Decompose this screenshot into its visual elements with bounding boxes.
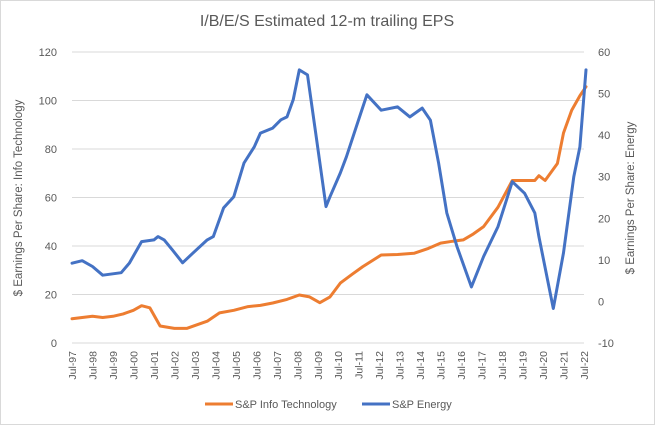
y-tick-label: 0 [51, 338, 57, 350]
y2-tick-label: 0 [598, 296, 604, 308]
legend-label: S&P Energy [392, 399, 452, 411]
x-tick-label: Jul-09 [313, 351, 325, 380]
series-lines [70, 68, 588, 330]
series-line-s-p-energy [70, 68, 588, 310]
x-tick-label: Jul-14 [415, 351, 427, 380]
x-tick-label: Jul-13 [395, 351, 407, 380]
y2-tick-label: 60 [598, 47, 610, 59]
right-axis-ticks: -10 0 10 20 30 40 50 60 [598, 47, 614, 350]
y-tick-label: 20 [45, 290, 57, 302]
x-tick-label: Jul-03 [190, 351, 202, 380]
y2-tick-label: 20 [598, 213, 610, 225]
legend-label: S&P Info Technology [235, 399, 337, 411]
x-axis-ticks: Jul-97 Jul-98 Jul-99 Jul-00 Jul-01 Jul-02 Jul-… [67, 351, 591, 380]
y2-tick-label: 10 [598, 255, 610, 267]
right-axis-title: $ Earnings Per Share: Energy [625, 121, 637, 274]
x-tick-label: Jul-15 [436, 351, 448, 380]
x-tick-label: Jul-12 [374, 351, 386, 380]
x-tick-label: Jul-16 [456, 351, 468, 380]
x-tick-label: Jul-04 [210, 351, 222, 380]
x-tick-label: Jul-98 [87, 351, 99, 380]
y-tick-label: 40 [45, 241, 57, 253]
x-tick-label: Jul-21 [559, 351, 571, 380]
gridlines [72, 51, 584, 344]
series-line-s-p-info-technology [70, 85, 588, 330]
y-tick-label: 100 [39, 96, 57, 108]
x-tick-label: Jul-01 [149, 351, 161, 380]
left-axis-title: $ Earnings Per Share: Info Technology [13, 99, 25, 296]
chart-title: I/B/E/S Estimated 12-m trailing EPS [200, 13, 454, 30]
y-tick-label: 80 [45, 144, 57, 156]
x-tick-label: Jul-00 [128, 351, 140, 380]
x-tick-label: Jul-11 [354, 351, 366, 379]
y-tick-label: 120 [39, 47, 57, 59]
x-tick-label: Jul-10 [333, 351, 345, 380]
left-axis-ticks: 0 20 40 60 80 100 120 [39, 47, 57, 350]
x-tick-label: Jul-99 [108, 351, 120, 380]
y2-tick-label: -10 [598, 338, 614, 350]
y2-tick-label: 50 [598, 89, 610, 101]
x-tick-label: Jul-08 [292, 351, 304, 380]
x-tick-label: Jul-07 [272, 351, 284, 380]
y-tick-label: 60 [45, 193, 57, 205]
y2-tick-label: 40 [598, 130, 610, 142]
x-tick-label: Jul-22 [579, 351, 591, 380]
y2-tick-label: 30 [598, 172, 610, 184]
x-tick-label: Jul-17 [477, 351, 489, 380]
x-tick-label: Jul-20 [538, 351, 550, 380]
x-tick-label: Jul-19 [518, 351, 530, 380]
legend: S&P Info Technology S&P Energy [205, 399, 452, 411]
x-tick-label: Jul-97 [67, 351, 79, 380]
x-tick-label: Jul-18 [497, 351, 509, 380]
x-tick-label: Jul-02 [169, 351, 181, 380]
x-tick-label: Jul-06 [251, 351, 263, 380]
x-tick-label: Jul-05 [231, 351, 243, 380]
